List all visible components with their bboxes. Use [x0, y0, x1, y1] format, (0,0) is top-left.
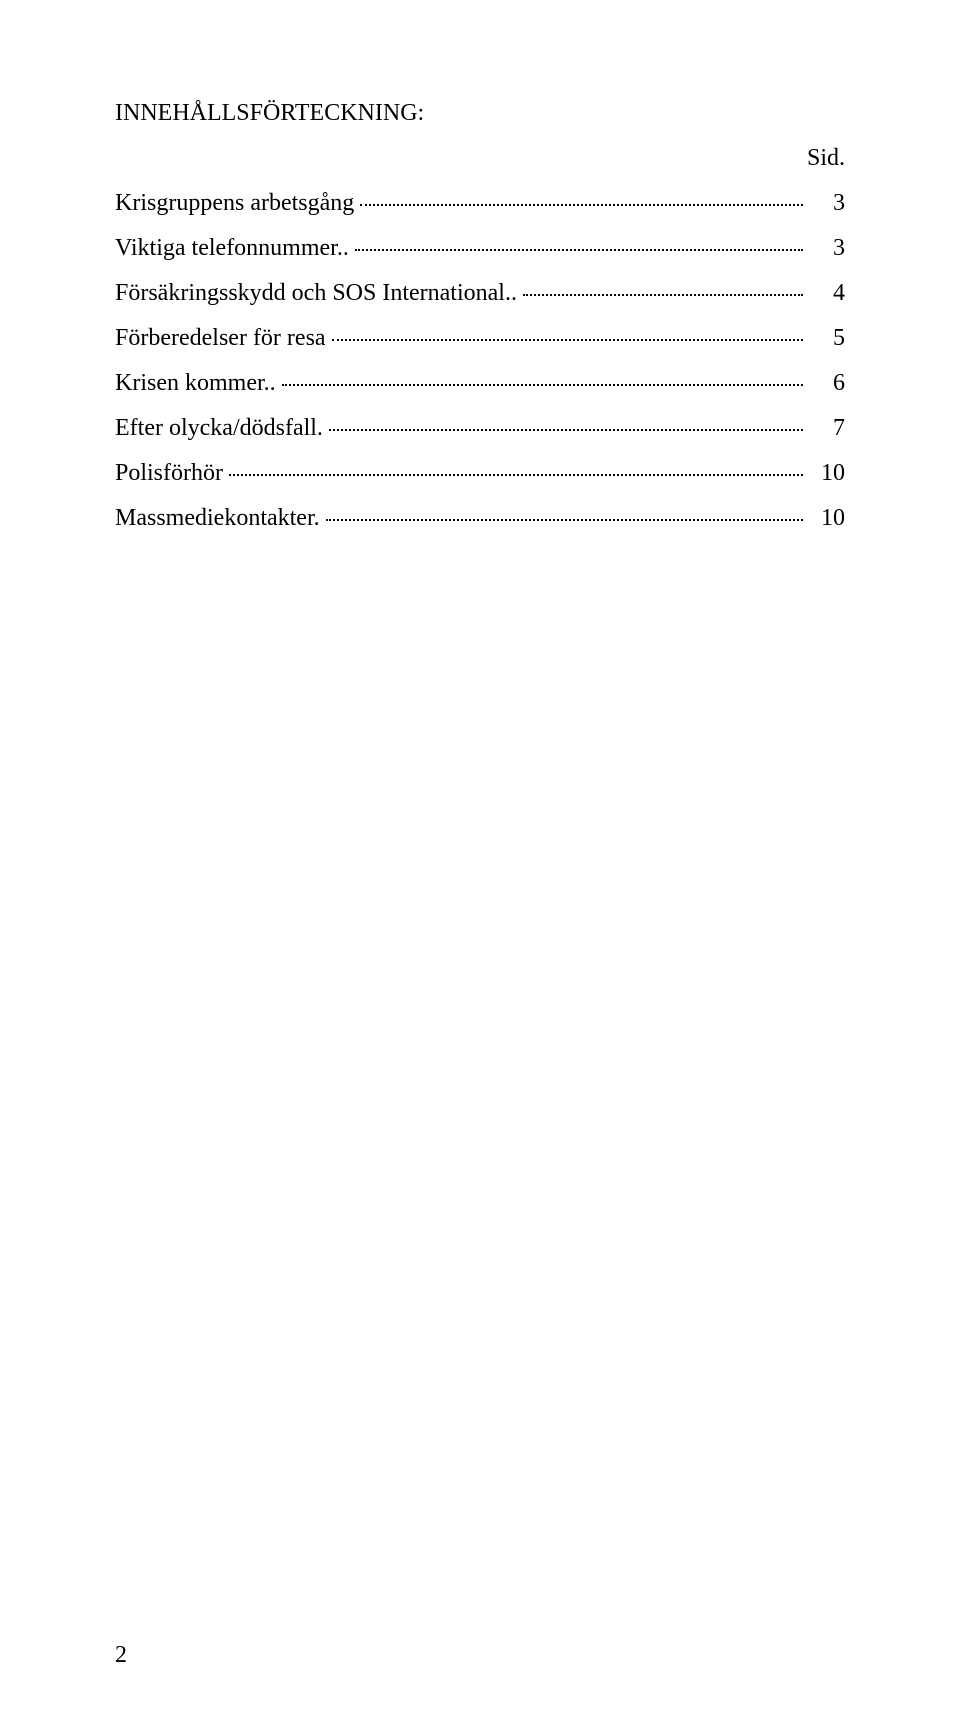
toc-row: Förberedelser för resa 5 [115, 325, 845, 352]
toc-label: Viktiga telefonnummer.. [115, 235, 349, 262]
toc-page: 10 [809, 460, 845, 487]
toc-page: 3 [809, 190, 845, 217]
toc-leader [326, 519, 803, 521]
toc-page: 3 [809, 235, 845, 262]
toc-label: Förberedelser för resa [115, 325, 326, 352]
toc-label: Massmediekontakter. [115, 505, 320, 532]
toc-label: Försäkringsskydd och SOS International.. [115, 280, 517, 307]
toc-leader [282, 384, 803, 386]
toc-row: Krisgruppens arbetsgång 3 [115, 190, 845, 217]
toc-page: 7 [809, 415, 845, 442]
toc-label: Krisgruppens arbetsgång [115, 190, 354, 217]
toc-page: 5 [809, 325, 845, 352]
toc-row: Massmediekontakter. 10 [115, 505, 845, 532]
toc-label: Krisen kommer.. [115, 370, 276, 397]
page-number: 2 [115, 1642, 127, 1669]
toc-leader [355, 249, 803, 251]
toc-title: INNEHÅLLSFÖRTECKNING: [115, 100, 845, 127]
toc-page: 4 [809, 280, 845, 307]
toc-label: Polisförhör [115, 460, 223, 487]
toc-page: 10 [809, 505, 845, 532]
toc-leader [229, 474, 803, 476]
toc-row: Krisen kommer.. 6 [115, 370, 845, 397]
toc-leader [329, 429, 803, 431]
toc-label: Efter olycka/dödsfall. [115, 415, 323, 442]
toc-row: Försäkringsskydd och SOS International..… [115, 280, 845, 307]
toc-leader [332, 339, 803, 341]
side-label: Sid. [115, 145, 845, 172]
toc-leader [360, 204, 803, 206]
toc-page: 6 [809, 370, 845, 397]
toc-row: Efter olycka/dödsfall. 7 [115, 415, 845, 442]
toc-row: Polisförhör 10 [115, 460, 845, 487]
toc-row: Viktiga telefonnummer.. 3 [115, 235, 845, 262]
toc-leader [523, 294, 803, 296]
